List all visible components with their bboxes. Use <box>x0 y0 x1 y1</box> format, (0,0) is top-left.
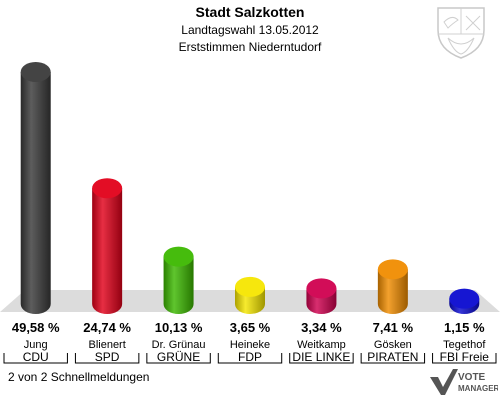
candidate-label: Heineke <box>230 339 270 351</box>
candidate-label: Weitkamp <box>297 339 346 351</box>
value-label: 1,15 % <box>444 320 485 335</box>
chart-subtitle: Landtagswahl 13.05.2012 <box>181 23 319 37</box>
coat-of-arms-icon <box>437 7 485 59</box>
party-bracket <box>432 353 497 364</box>
status-text: 2 von 2 Schnellmeldungen <box>8 370 150 384</box>
party-bracket <box>74 353 140 364</box>
candidate-label: Dr. Grünau <box>152 339 206 351</box>
party-label: DIE LINKE <box>292 350 350 364</box>
value-label: 10,13 % <box>155 320 203 335</box>
candidate-label: Gösken <box>374 339 412 351</box>
vote-manager-logo: VOTE MANAGER <box>430 369 498 395</box>
value-label: 3,65 % <box>230 320 271 335</box>
value-label: 7,41 % <box>373 320 414 335</box>
party-bracket <box>3 353 68 364</box>
bar-die-linke <box>306 278 337 314</box>
bar-fbi-freie <box>449 288 480 314</box>
candidate-label: Blienert <box>88 339 125 351</box>
candidate-label: Jung <box>24 339 48 351</box>
bar-grüne <box>163 246 194 314</box>
value-label: 24,74 % <box>83 320 131 335</box>
party-bracket <box>217 353 283 364</box>
party-label: FBI Freie <box>440 350 490 364</box>
bar-piraten <box>377 259 408 314</box>
party-bracket <box>360 353 426 364</box>
party-label: SPD <box>95 350 120 364</box>
value-label: 49,58 % <box>12 320 60 335</box>
bar-fdp <box>235 276 265 314</box>
value-label: 3,34 % <box>301 320 342 335</box>
chart-subtitle-2: Erststimmen Niederntudorf <box>178 40 322 54</box>
party-label: PIRATEN <box>367 350 418 364</box>
logo-word-vote: VOTE <box>458 372 486 383</box>
party-label: GRÜNE <box>157 350 200 364</box>
bar-cdu <box>20 61 51 314</box>
party-bracket <box>146 353 211 364</box>
chart-title: Stadt Salzkotten <box>195 4 305 20</box>
logo-word-manager: MANAGER <box>458 384 498 393</box>
bar-spd <box>92 178 123 314</box>
candidate-label: Tegethof <box>443 339 486 351</box>
party-label: CDU <box>23 350 49 364</box>
party-label: FDP <box>238 350 262 364</box>
party-bracket <box>289 353 354 364</box>
